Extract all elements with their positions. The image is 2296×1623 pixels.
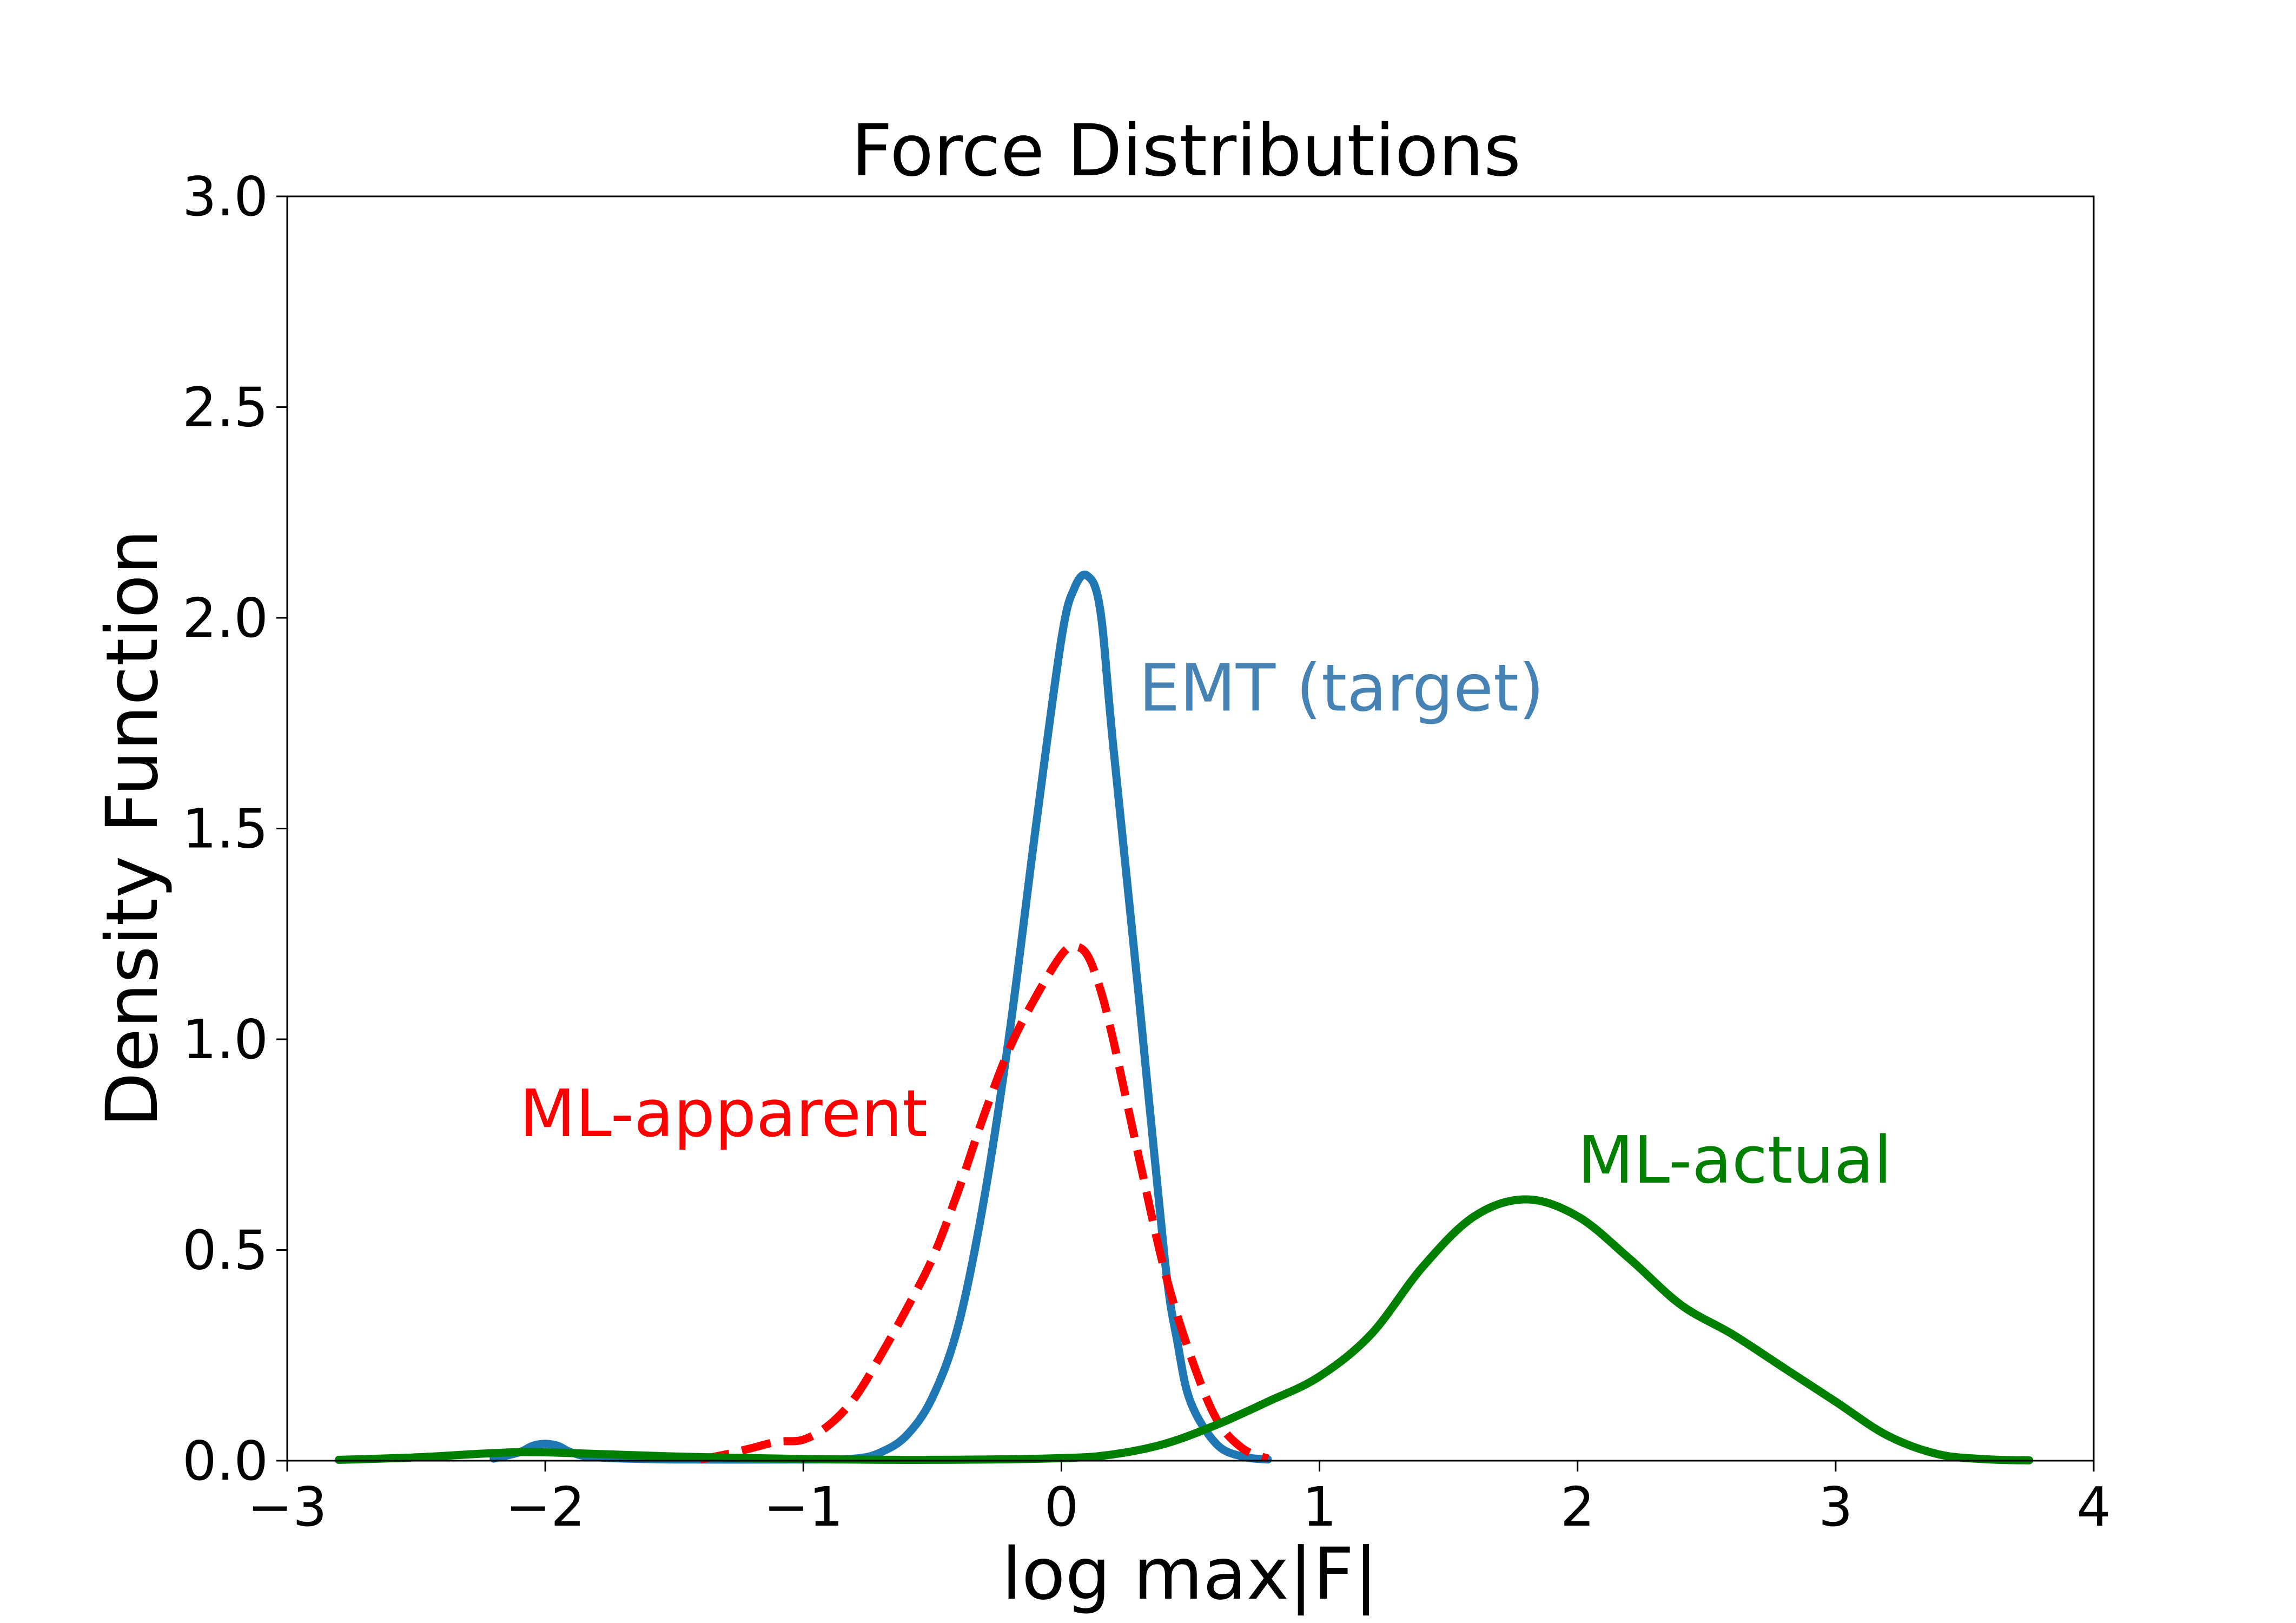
series-label-ml-apparent: ML-apparent bbox=[519, 1077, 928, 1152]
series-layer bbox=[334, 570, 2034, 1464]
x-tick-label: 4 bbox=[2076, 1475, 2111, 1539]
x-tick-label: 3 bbox=[1818, 1475, 1853, 1539]
series-line-ml-actual bbox=[334, 1195, 2034, 1464]
series-label-emt-target: EMT (target) bbox=[1139, 651, 1544, 726]
y-tick-label: 3.0 bbox=[182, 165, 268, 228]
x-axis-label: log max|F| bbox=[1002, 1533, 1378, 1616]
labels-layer: EMT (target) ML-apparent ML-actual bbox=[519, 651, 1891, 1198]
y-tick-label: 0.0 bbox=[182, 1429, 268, 1493]
y-tick-label: 0.5 bbox=[182, 1219, 268, 1282]
series-label-ml-actual: ML-actual bbox=[1578, 1123, 1892, 1198]
y-axis-label: Density Function bbox=[91, 529, 174, 1127]
y-tick-label: 2.5 bbox=[182, 376, 268, 439]
chart-title: Force Distributions bbox=[851, 109, 1521, 193]
y-tick-label: 2.0 bbox=[182, 586, 268, 650]
x-tick-label: 2 bbox=[1560, 1475, 1595, 1539]
y-tick-label: 1.0 bbox=[182, 1008, 268, 1071]
series-line-ml-apparent bbox=[699, 942, 1269, 1464]
x-tick-label: −2 bbox=[505, 1475, 585, 1539]
y-tick-label: 1.5 bbox=[182, 797, 268, 861]
x-tick-label: −1 bbox=[764, 1475, 843, 1539]
x-tick-label: 1 bbox=[1302, 1475, 1337, 1539]
ticks-layer: −3 −2 −1 0 1 2 3 4 0.0 0.5 1.0 1.5 2.0 2.5 3.0 bbox=[182, 165, 2111, 1539]
x-tick-label: 0 bbox=[1044, 1475, 1079, 1539]
x-tick-label: −3 bbox=[247, 1475, 327, 1539]
